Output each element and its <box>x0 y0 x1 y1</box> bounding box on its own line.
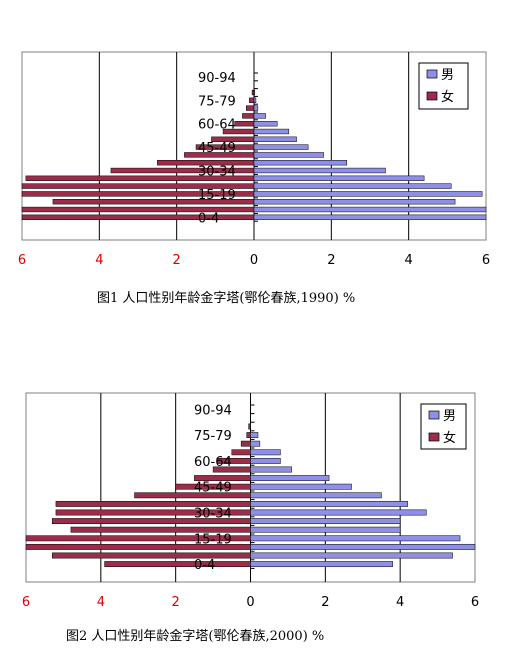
age-group-label: 45-49 <box>194 481 232 496</box>
bar-female-5-9 <box>51 552 251 559</box>
bar-male-15-19 <box>250 535 461 542</box>
legend-entry: 女 <box>443 430 456 446</box>
bar-female-75-79 <box>249 97 255 103</box>
legend-swatch <box>426 91 438 101</box>
legend-swatch <box>426 69 438 79</box>
bar-female-65-69 <box>242 113 255 119</box>
legend-box <box>420 403 467 450</box>
x-tick-label: 4 <box>405 253 413 268</box>
bar-male-70-74 <box>253 105 259 111</box>
bar-male-45-49 <box>250 483 352 490</box>
bar-female-70-74 <box>246 105 255 111</box>
bar-male-40-44 <box>253 152 324 158</box>
age-group-label: 15-19 <box>198 188 236 203</box>
x-tick-label: 0 <box>246 595 254 610</box>
age-group-label: 75-79 <box>198 94 236 109</box>
bar-male-5-9 <box>250 552 453 559</box>
age-group-label: 0-4 <box>194 558 215 573</box>
bar-male-20-24 <box>253 183 452 189</box>
figure-caption: 图2 人口性别年龄金字塔(鄂伦春族,2000) % <box>66 628 324 644</box>
bar-male-5-9 <box>253 206 487 213</box>
bar-male-35-39 <box>253 160 348 166</box>
x-tick-label: 2 <box>321 595 329 610</box>
x-tick-label: 6 <box>471 595 479 610</box>
bar-male-60-64 <box>250 457 281 464</box>
bar-male-35-39 <box>250 500 408 507</box>
bar-male-75-79 <box>253 97 257 103</box>
bar-female-65-69 <box>231 449 251 456</box>
bar-male-15-19 <box>253 191 483 197</box>
bar-male-80-84 <box>253 89 256 96</box>
bar-male-20-24 <box>250 526 401 533</box>
bar-male-25-29 <box>250 518 401 525</box>
x-tick-label: 2 <box>172 595 180 610</box>
bar-male-55-59 <box>253 128 290 135</box>
bar-male-75-79 <box>250 432 259 439</box>
bar-male-40-44 <box>250 492 382 499</box>
age-group-label: 90-94 <box>194 403 232 418</box>
bar-male-0-4 <box>253 214 487 220</box>
legend-entry: 男 <box>443 409 456 424</box>
age-group-label: 45-49 <box>198 141 236 156</box>
legend-swatch <box>428 432 440 442</box>
bar-male-0-4 <box>250 561 393 568</box>
bar-male-50-54 <box>250 475 330 482</box>
legend-entry: 男 <box>441 68 454 83</box>
bar-female-40-44 <box>134 492 251 499</box>
bar-male-60-64 <box>253 121 278 127</box>
x-tick-label: 0 <box>250 253 258 268</box>
bar-male-50-54 <box>253 136 297 142</box>
age-group-label: 15-19 <box>194 532 232 547</box>
x-tick-label: 6 <box>482 253 490 268</box>
bar-female-70-74 <box>240 440 251 447</box>
bar-male-65-69 <box>250 449 281 456</box>
bar-male-70-74 <box>250 440 261 447</box>
x-tick-label: 2 <box>173 253 181 268</box>
bar-female-60-64 <box>234 121 255 127</box>
x-tick-label: 4 <box>396 595 404 610</box>
bar-male-30-34 <box>250 509 427 516</box>
x-tick-label: 2 <box>327 253 335 268</box>
bar-male-10-14 <box>250 543 476 550</box>
x-tick-label: 4 <box>95 253 103 268</box>
bar-male-45-49 <box>253 144 309 150</box>
bar-female-75-79 <box>246 432 251 439</box>
age-group-label: 60-64 <box>194 455 232 470</box>
pyramid-chart-1990: 6 4 2 0 2 4 6 90-94 75-79 60-64 45-49 30-34 15-19 0-4… <box>18 51 490 306</box>
bar-male-30-34 <box>253 167 386 174</box>
bar-male-10-14 <box>253 199 456 205</box>
bar-female-0-4 <box>104 561 251 568</box>
age-group-label: 75-79 <box>194 429 232 444</box>
bar-male-25-29 <box>253 175 425 181</box>
bar-female-80-84 <box>248 423 251 430</box>
legend-swatch <box>428 410 440 420</box>
x-tick-label: 6 <box>18 253 26 268</box>
figure-caption: 图1 人口性别年龄金字塔(鄂伦春族,1990) % <box>97 290 355 306</box>
bar-male-65-69 <box>253 113 266 119</box>
legend-entry: 女 <box>441 89 454 105</box>
x-tick-label: 4 <box>97 595 105 610</box>
age-group-label: 0-4 <box>198 211 219 226</box>
bar-male-55-59 <box>250 466 292 473</box>
age-group-label: 30-34 <box>194 507 232 522</box>
pyramid-chart-2000: 6 4 2 0 2 4 6 90-94 75-79 60-64 45-49 30-34 15-19 0-4… <box>22 392 479 644</box>
age-group-label: 90-94 <box>198 71 236 86</box>
age-group-label: 60-64 <box>198 118 236 133</box>
x-tick-label: 6 <box>22 595 30 610</box>
age-group-label: 30-34 <box>198 165 236 180</box>
bar-female-80-84 <box>251 89 255 96</box>
